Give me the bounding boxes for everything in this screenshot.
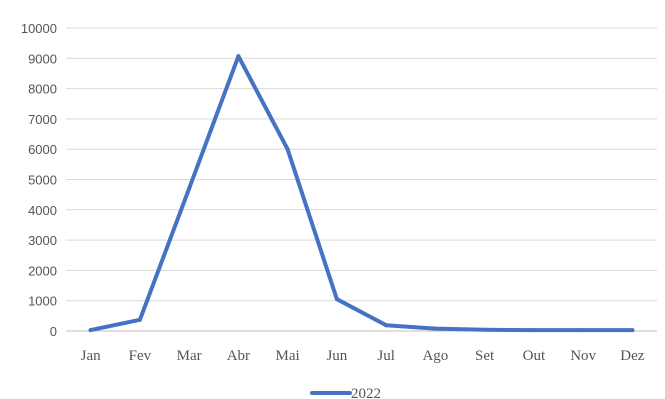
data-point-abr xyxy=(236,54,241,59)
data-point-jan xyxy=(88,328,93,333)
x-tick-label-nov: Nov xyxy=(570,348,596,364)
y-axis-ticks: 0 1000 2000 3000 4000 5000 6000 7000 8000 9000 100… xyxy=(21,21,57,339)
data-point-fev xyxy=(137,317,142,322)
y-tick-label: 3000 xyxy=(28,233,57,248)
data-point-jul xyxy=(384,323,389,328)
legend: 2022 xyxy=(310,386,381,399)
y-tick-label: 8000 xyxy=(28,82,57,97)
x-tick-label-mar: Mar xyxy=(177,348,202,364)
x-tick-label-out: Out xyxy=(523,348,546,364)
y-tick-label: 4000 xyxy=(28,203,57,218)
x-tick-label-fev: Fev xyxy=(129,348,152,364)
x-tick-label-jun: Jun xyxy=(326,348,347,364)
x-tick-label-set: Set xyxy=(475,348,495,364)
x-axis-ticks: Jan Fev Mar Abr Mai Jun Jul Ago Set Out Nov Dez xyxy=(81,348,645,364)
data-point-out xyxy=(531,328,536,333)
y-tick-label: 5000 xyxy=(28,173,57,188)
y-tick-label: 2000 xyxy=(28,263,57,278)
y-tick-label: 0 xyxy=(50,324,57,339)
data-point-ago xyxy=(433,326,438,331)
data-point-dez xyxy=(630,328,635,333)
series-lines xyxy=(88,54,635,333)
x-tick-label-ago: Ago xyxy=(422,348,448,364)
data-point-nov xyxy=(581,328,586,333)
y-tick-label: 10000 xyxy=(21,21,57,36)
grid-lines xyxy=(66,27,657,332)
y-tick-label: 7000 xyxy=(28,112,57,127)
x-tick-label-jul: Jul xyxy=(377,348,395,364)
data-point-mai xyxy=(285,147,290,152)
x-tick-label-mai: Mai xyxy=(276,348,300,364)
x-tick-label-abr: Abr xyxy=(227,348,250,364)
legend-label-2022: 2022 xyxy=(351,386,381,399)
data-point-set xyxy=(482,327,487,332)
series-line-2022 xyxy=(88,54,635,333)
x-tick-label-jan: Jan xyxy=(81,348,101,364)
x-tick-label-dez: Dez xyxy=(620,348,644,364)
y-tick-label: 1000 xyxy=(28,294,57,309)
y-tick-label: 9000 xyxy=(28,51,57,66)
y-tick-label: 6000 xyxy=(28,142,57,157)
data-point-jun xyxy=(334,297,339,302)
data-point-mar xyxy=(187,186,192,191)
